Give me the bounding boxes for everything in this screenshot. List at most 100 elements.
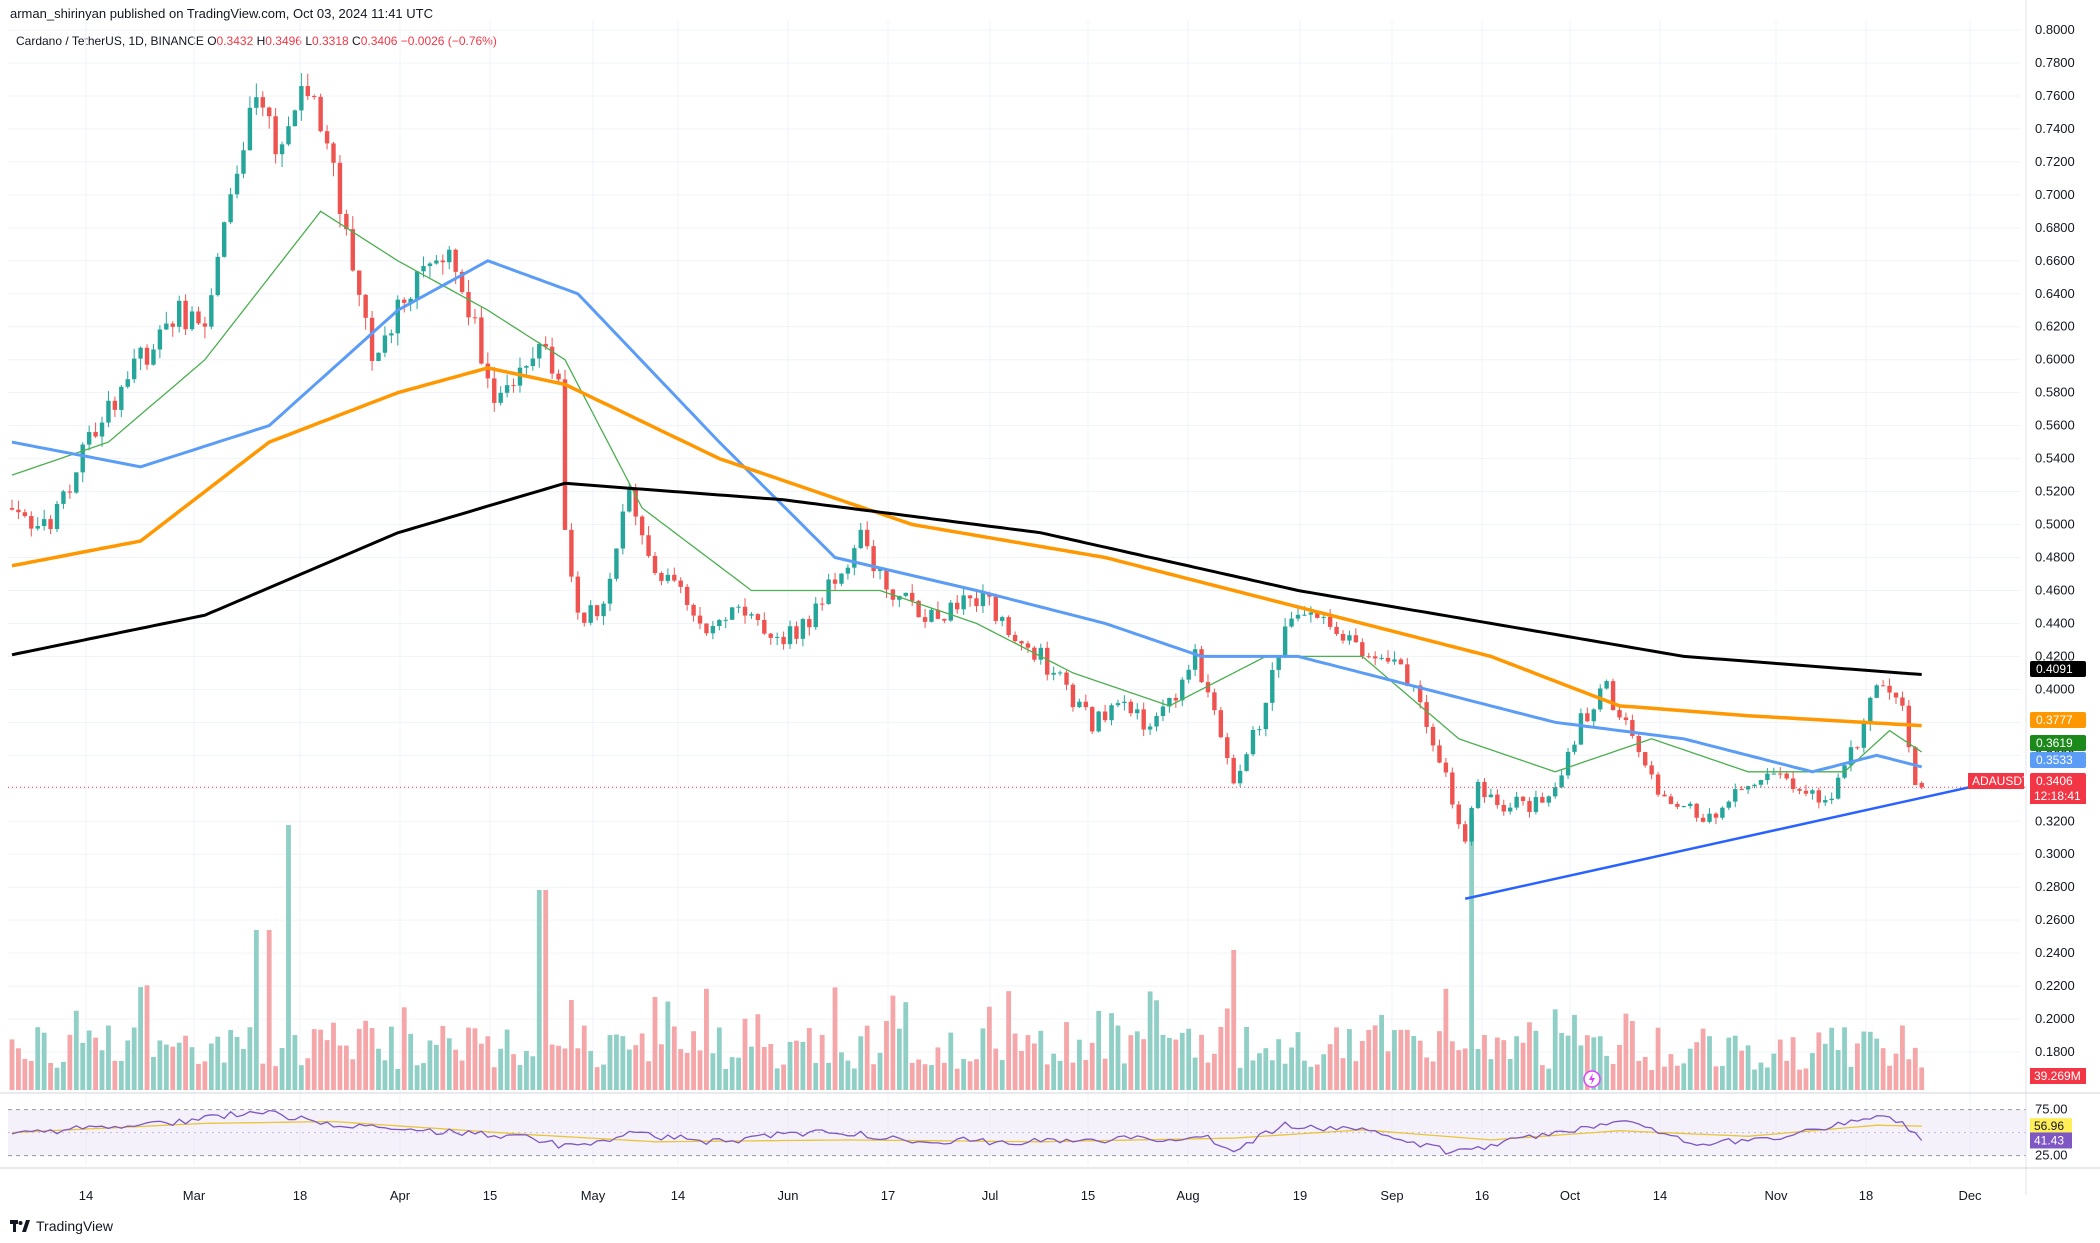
candle-body <box>678 580 683 587</box>
symbol-tag: ADAUSDT <box>1968 773 2030 789</box>
candle-body <box>1501 804 1506 812</box>
volume-bar <box>221 1062 227 1090</box>
volume-bar <box>1855 1043 1860 1090</box>
volume-bar <box>813 1063 819 1090</box>
candle-body <box>1282 626 1288 658</box>
candle-body <box>537 343 542 359</box>
volume-bar <box>1572 1014 1577 1090</box>
candle-body <box>170 323 175 327</box>
candle-body <box>305 86 310 97</box>
volume-bar <box>1244 1026 1249 1090</box>
volume-bar <box>1417 1040 1423 1090</box>
candle-body <box>1437 745 1442 763</box>
candle-body <box>967 595 973 599</box>
candle-body <box>569 529 574 577</box>
volume-bar <box>1745 1045 1751 1090</box>
volume-bar <box>594 1067 600 1090</box>
symbol-name[interactable]: Cardano / TetherUS, 1D, BINANCE <box>16 34 204 48</box>
tradingview-logo[interactable]: TradingView <box>10 1218 113 1234</box>
volume-bar <box>189 1047 195 1090</box>
candle-body <box>1700 817 1706 822</box>
volume-bar <box>1713 1066 1719 1090</box>
candle-body <box>1733 789 1738 802</box>
candle-body <box>1739 789 1744 791</box>
candle-body <box>1456 804 1461 825</box>
candle-body <box>768 633 773 638</box>
last-price-badge-bg <box>2030 773 2086 789</box>
volume-bar <box>131 1027 137 1090</box>
x-tick-label: 18 <box>1859 1188 1873 1203</box>
volume-bar <box>890 995 896 1090</box>
volume-bar <box>1327 1044 1333 1090</box>
volume-bar <box>241 1049 246 1090</box>
candle-body <box>504 385 510 393</box>
volume-bar <box>1038 1030 1044 1090</box>
volume-bar <box>86 1030 92 1090</box>
volume-bar <box>1334 1027 1339 1090</box>
x-tick-label: May <box>581 1188 606 1203</box>
candle-body <box>1289 618 1294 627</box>
candle-body <box>684 586 690 605</box>
volume-bar <box>1462 1048 1468 1090</box>
volume-bar <box>1475 1049 1481 1090</box>
candle-body <box>1726 801 1732 808</box>
candle-body <box>447 249 452 263</box>
candle-body <box>1250 729 1256 755</box>
volume-bar <box>800 1041 806 1090</box>
candle-body <box>1662 794 1667 797</box>
volume-bar <box>170 1046 176 1090</box>
volume-bar <box>1173 1039 1179 1090</box>
x-tick-label: 14 <box>1653 1188 1667 1203</box>
volume-bar <box>1726 1037 1732 1090</box>
candle-body <box>1334 626 1339 634</box>
x-tick-label: 14 <box>79 1188 93 1203</box>
candle-body <box>176 300 182 327</box>
y-tick-label: 0.4600 <box>2035 582 2075 597</box>
candle-body <box>1450 772 1455 805</box>
low-value: 0.3318 <box>312 34 349 48</box>
candle-body <box>434 260 439 264</box>
volume-bar <box>183 1035 189 1090</box>
candle-body <box>755 614 761 621</box>
candle-body <box>1630 720 1635 736</box>
volume-bar <box>896 1028 902 1090</box>
countdown-badge-text: 12:18:41 <box>2034 789 2081 803</box>
candle-body <box>1636 735 1641 753</box>
volume-bar <box>80 1042 86 1090</box>
volume-bar <box>1623 1013 1629 1090</box>
candle-body <box>1765 773 1770 781</box>
x-tick-label: 15 <box>1081 1188 1095 1203</box>
candle-body <box>1366 656 1371 658</box>
volume-bar <box>1617 1044 1622 1090</box>
volume-bar <box>1803 1068 1809 1090</box>
y-tick-label: 0.4400 <box>2035 615 2075 630</box>
candle-body <box>1045 647 1050 675</box>
candle-body <box>1443 762 1449 773</box>
volume-bar <box>453 1049 459 1090</box>
candle-body <box>993 596 998 621</box>
candle-body <box>845 567 851 574</box>
volume-bar <box>176 1042 182 1090</box>
y-tick-label: 0.1800 <box>2035 1044 2075 1059</box>
candle-body <box>228 194 233 223</box>
candle-body <box>948 602 953 621</box>
axes: 14 Mar 18 Apr 15 May 14 Jun 17 Jul 15 Aug 19 Sep 16 Oct… <box>0 0 2100 1203</box>
volume-bar <box>1276 1039 1282 1090</box>
volume-bar <box>1353 1061 1359 1090</box>
volume-bar <box>1302 1060 1307 1090</box>
rsi-badge: 41.43 <box>2030 1132 2072 1149</box>
volume-bar <box>1385 1051 1391 1090</box>
volume-bar <box>1642 1056 1648 1090</box>
candle-body <box>1816 790 1822 803</box>
candle-body <box>942 618 947 621</box>
volume-bar <box>530 1056 536 1090</box>
volume-bar <box>1147 991 1153 1090</box>
candle-body <box>1578 713 1584 745</box>
rsi-line <box>11 1109 1923 1155</box>
volume-bar <box>1205 1062 1211 1090</box>
candle-body <box>479 317 484 364</box>
candle-body <box>1655 774 1661 795</box>
volume-bar <box>202 1061 208 1090</box>
volume-bar <box>678 1049 684 1090</box>
